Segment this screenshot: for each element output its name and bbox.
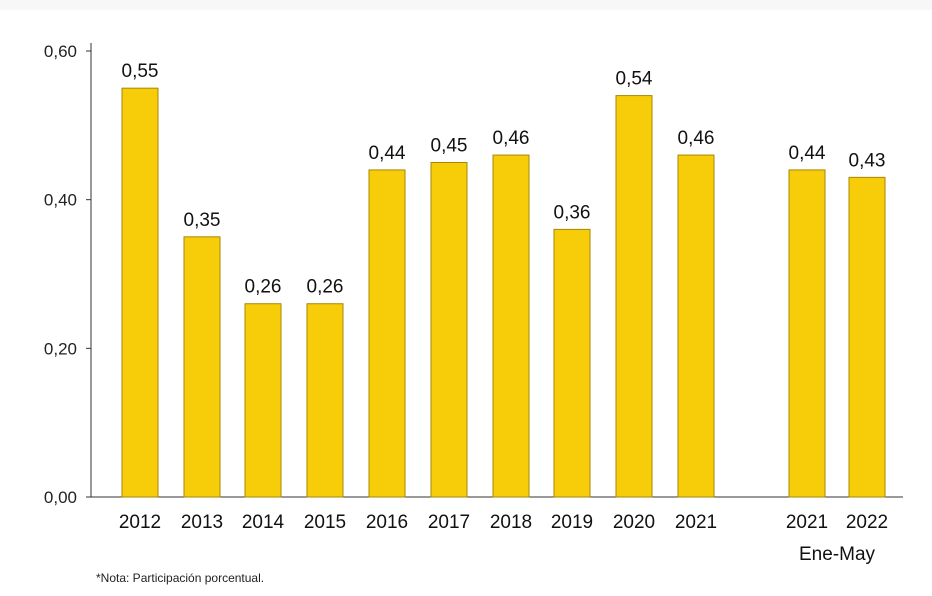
bar [492,154,530,498]
bar-value-label: 0,26 [307,277,344,298]
y-tick-label: 0,00 [44,488,77,507]
x-category-label: 2015 [304,512,346,533]
bar [848,176,886,498]
x-category-label: 2020 [613,512,655,533]
x-category-label: 2019 [551,512,593,533]
x-category-label: 2018 [490,512,532,533]
bar [553,228,591,498]
bar-value-label: 0,45 [431,136,468,157]
bar-value-label: 0,44 [369,143,406,164]
bar-value-label: 0,26 [245,277,282,298]
bar [306,303,344,498]
bar [183,236,221,498]
bar-value-label: 0,46 [493,128,530,149]
x-category-label: 2017 [428,512,470,533]
top-band [0,0,932,10]
bar [430,162,468,498]
bar-value-label: 0,55 [122,61,159,82]
y-tick-label: 0,20 [44,339,77,358]
x-category-label: 2021 [675,512,717,533]
x-category-label: 2021 [786,512,828,533]
bar [368,169,406,498]
chart-note: *Nota: Participación porcentual. [96,571,265,585]
x-category-label: 2012 [119,512,161,533]
bar [244,303,282,498]
bar-value-label: 0,35 [184,210,221,231]
bar-value-label: 0,36 [554,202,591,223]
x-category-label: 2014 [242,512,285,533]
bar-value-label: 0,46 [678,128,715,149]
bar-value-label: 0,44 [789,143,826,164]
y-tick-label: 0,60 [44,42,77,61]
y-tick-label: 0,40 [44,191,77,210]
bar [121,87,159,498]
bar-value-label: 0,54 [616,69,653,90]
x-category-label: 2016 [366,512,408,533]
bar [677,154,715,498]
x-category-label: 2022 [846,512,888,533]
x-group-label: Ene-May [799,544,876,565]
bar [788,169,826,498]
bar [615,95,653,498]
bar-value-label: 0,43 [849,150,886,171]
x-category-label: 2013 [181,512,223,533]
